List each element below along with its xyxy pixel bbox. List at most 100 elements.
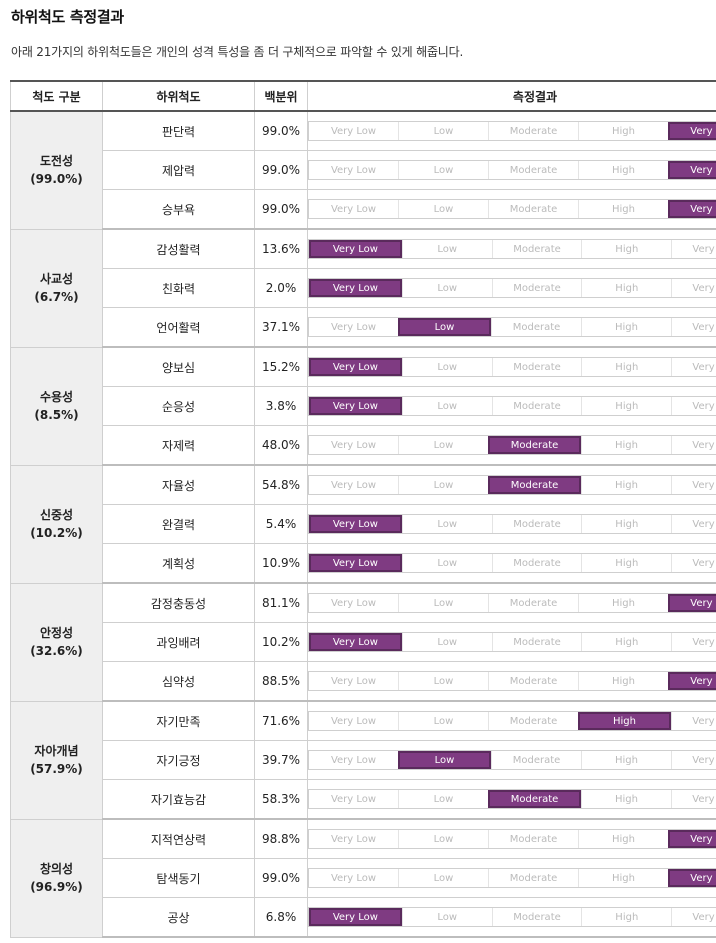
- percentile-value: 37.1%: [254, 307, 308, 348]
- level-segment-selected: Very Low: [309, 358, 402, 376]
- group-score: (99.0%): [30, 172, 83, 187]
- group-score: (10.2%): [30, 526, 83, 540]
- level-segment: Low: [398, 869, 488, 887]
- level-segment: Very High: [671, 476, 716, 494]
- subscale-name: 자기효능감: [102, 779, 255, 820]
- subscale-name: 감성활력: [102, 228, 255, 269]
- level-segment: Very Low: [330, 793, 377, 805]
- level-segment: Very Low: [330, 479, 377, 491]
- level-segment: Very Low: [330, 203, 377, 215]
- level-segment-selected: Very High: [668, 830, 716, 848]
- group-cell: 도전성 (99.0%): [10, 110, 103, 230]
- level-segment-selected: Very Low: [309, 515, 402, 533]
- level-segment: Very Low: [330, 833, 377, 845]
- percentile-value: 15.2%: [254, 346, 308, 387]
- level-segment-selected: Very High: [668, 122, 716, 140]
- group-cell: 사교성 (6.7%): [10, 228, 103, 348]
- level-segment: Low: [398, 476, 488, 494]
- page-title: 하위척도 측정결과: [11, 8, 124, 26]
- percentile-value: 99.0%: [254, 189, 308, 230]
- level-segment-selected: High: [578, 712, 671, 730]
- subscale-name: 언어활력: [102, 307, 255, 348]
- level-segment: High: [581, 908, 671, 926]
- level-segment: Very High: [671, 240, 716, 258]
- table-header-row: 척도 구분 하위척도 백분위 측정결과: [10, 80, 716, 112]
- group-name: 자아개념: [34, 744, 79, 758]
- level-segment: Very High: [671, 633, 716, 651]
- level-segment: Low: [401, 633, 492, 651]
- level-segment: Very Low: [330, 321, 377, 333]
- level-segment: High: [581, 318, 671, 336]
- level-segment-selected: Moderate: [488, 436, 581, 454]
- level-segment: Very High: [671, 436, 716, 454]
- percentile-value: 99.0%: [254, 110, 308, 151]
- level-segment: Low: [401, 240, 492, 258]
- level-segment-selected: Low: [398, 751, 491, 769]
- group-name: 수용성: [39, 390, 74, 404]
- level-segment: Moderate: [491, 554, 582, 572]
- percentile-value: 48.0%: [254, 425, 308, 466]
- percentile-value: 88.5%: [254, 661, 308, 702]
- percentile-value: 71.6%: [254, 700, 308, 741]
- subscale-name: 양보심: [102, 346, 255, 387]
- level-segment: High: [578, 594, 668, 612]
- group-score: (57.9%): [30, 762, 83, 776]
- level-segment: Very Low: [330, 715, 377, 727]
- header-percentile: 백분위: [254, 80, 308, 112]
- subscale-name: 승부욕: [102, 189, 255, 230]
- page-description: 아래 21가지의 하위척도들은 개인의 성격 특성을 좀 더 구체적으로 파악할…: [11, 45, 464, 59]
- percentile-value: 3.8%: [254, 386, 308, 426]
- group-cell: 안정성 (32.6%): [10, 582, 103, 702]
- table-row: 안정성 (32.6%) 감정충동성 81.1% Very Low Low Moderate H…: [10, 582, 716, 702]
- level-segment: Very High: [671, 515, 716, 533]
- level-segment-selected: Very Low: [309, 279, 402, 297]
- level-segment: Low: [401, 515, 492, 533]
- percentile-value: 39.7%: [254, 740, 308, 780]
- level-segment: Moderate: [491, 908, 582, 926]
- level-segment-selected: Very Low: [309, 633, 402, 651]
- group-cell: 자아개념 (57.9%): [10, 700, 103, 820]
- level-segment: Very High: [671, 279, 716, 297]
- level-segment: Moderate: [491, 751, 581, 769]
- level-segment: Low: [401, 358, 492, 376]
- percentile-value: 6.8%: [254, 897, 308, 938]
- level-segment: High: [581, 397, 671, 415]
- level-segment: Moderate: [488, 161, 578, 179]
- percentile-value: 13.6%: [254, 228, 308, 269]
- level-segment: Moderate: [491, 397, 582, 415]
- subscale-name: 자기긍정: [102, 740, 255, 780]
- subscale-name: 계획성: [102, 543, 255, 584]
- group-name: 사교성: [39, 272, 74, 286]
- subscale-name: 지적연상력: [102, 818, 255, 859]
- percentile-value: 99.0%: [254, 150, 308, 190]
- group-cell: 창의성 (96.9%): [10, 818, 103, 938]
- level-segment: Low: [398, 672, 488, 690]
- percentile-value: 81.1%: [254, 582, 308, 623]
- group-cell: 신중성 (10.2%): [10, 464, 103, 584]
- table-row: 자아개념 (57.9%) 자기만족 71.6% Very Low Low Moderate H…: [10, 700, 716, 820]
- subscale-name: 친화력: [102, 268, 255, 308]
- table-row: 도전성 (99.0%) 판단력 99.0% Very Low Low Moderate Hig…: [10, 110, 716, 230]
- header-group: 척도 구분: [10, 80, 103, 112]
